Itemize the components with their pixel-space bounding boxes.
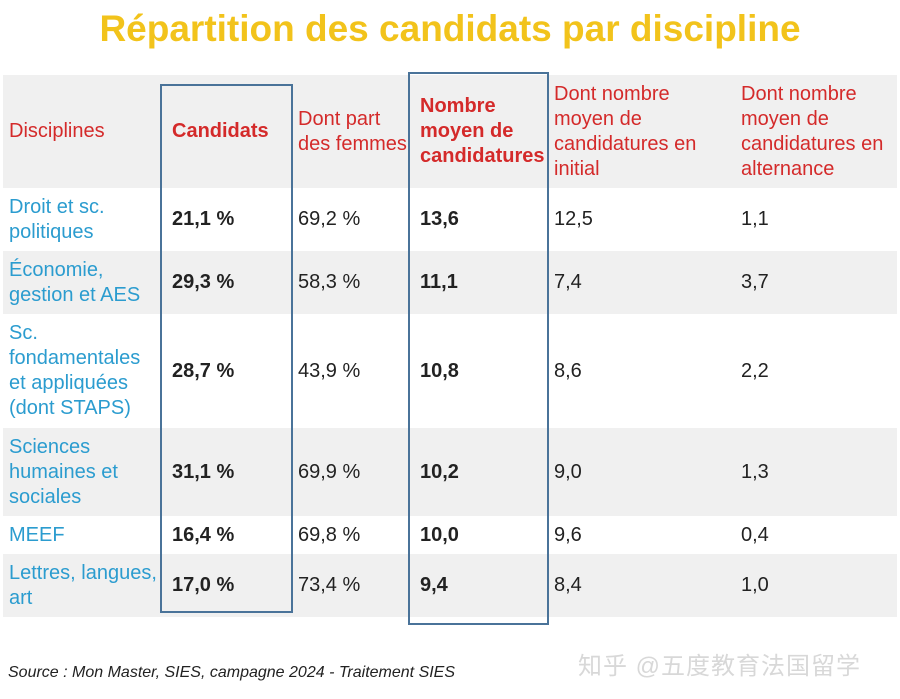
table-row: Économie, gestion et AES 29,3 % 58,3 % 11,1… [3, 251, 897, 314]
cell-femmes: 69,8 % [298, 523, 361, 546]
cell-discipline: Sciences humaines et sociales [3, 428, 162, 516]
cell-initial: 8,4 [548, 554, 735, 617]
cell-candidats: 21,1 % [172, 208, 235, 230]
cell-alternance: 1,3 [735, 428, 897, 516]
cell-alternance: 0,4 [741, 523, 769, 546]
cell-initial: 8,6 [554, 359, 582, 382]
cell-moyen: 10,0 [420, 523, 459, 546]
cell-discipline: MEEF [9, 523, 65, 546]
cell-discipline: Économie, gestion et AES [3, 251, 162, 314]
cell-candidats: 31,1 % [162, 428, 292, 516]
table-row: Lettres, langues, art 17,0 % 73,4 % 9,4 8,4 1… [3, 554, 897, 617]
cell-initial: 9,0 [548, 428, 735, 516]
cell-candidats: 17,0 % [162, 554, 292, 617]
cell-femmes: 43,9 % [298, 359, 361, 382]
cell-initial: 7,4 [548, 251, 735, 314]
cell-femmes: 69,9 % [292, 428, 410, 516]
header-row: Disciplines Candidats Dont part des femm… [3, 75, 897, 188]
cell-alternance: 3,7 [735, 251, 897, 314]
discipline-table: Disciplines Candidats Dont part des femm… [3, 75, 897, 617]
cell-femmes: 69,2 % [298, 208, 361, 230]
header-femmes: Dont part des femmes [292, 75, 410, 188]
table-row: Droit et sc. politiques 21,1 % 69,2 % 13,6 1… [3, 188, 897, 251]
cell-discipline: Lettres, langues, art [3, 554, 162, 617]
cell-alternance: 2,2 [741, 359, 769, 382]
header-alternance: Dont nombre moyen de candidatures en alt… [735, 75, 897, 188]
header-initial: Dont nombre moyen de candidatures en ini… [548, 75, 735, 188]
table-row: Sciences humaines et sociales 31,1 % 69,9 … [3, 428, 897, 516]
cell-alternance: 1,1 [741, 208, 769, 230]
page-title: Répartition des candidats par discipline [99, 8, 801, 49]
cell-candidats: 28,7 % [172, 359, 235, 382]
cell-moyen: 10,8 [420, 359, 459, 382]
cell-alternance: 1,0 [735, 554, 897, 617]
watermark: 知乎 @五度教育法国留学 [578, 653, 862, 680]
table-row: Sc. fondamentales et appliquées (dont ST… [3, 314, 897, 428]
cell-discipline: Sc. fondamentales et appliquées (dont ST… [9, 322, 141, 419]
cell-discipline: Droit et sc. politiques [9, 195, 105, 243]
source-note: Source : Mon Master, SIES, campagne 2024… [8, 664, 456, 681]
cell-candidats: 16,4 % [172, 523, 235, 546]
cell-moyen: 10,2 [410, 428, 548, 516]
table-row: MEEF 16,4 % 69,8 % 10,0 9,6 0,4 [3, 516, 897, 554]
header-moyen: Nombre moyen de candidatures [410, 75, 548, 188]
cell-femmes: 73,4 % [292, 554, 410, 617]
cell-candidats: 29,3 % [162, 251, 292, 314]
header-disciplines: Disciplines [3, 75, 162, 188]
cell-moyen: 9,4 [410, 554, 548, 617]
header-candidats: Candidats [162, 75, 292, 188]
cell-moyen: 11,1 [410, 251, 548, 314]
cell-femmes: 58,3 % [292, 251, 410, 314]
cell-initial: 12,5 [554, 208, 593, 230]
cell-moyen: 13,6 [420, 208, 459, 230]
cell-initial: 9,6 [554, 523, 582, 546]
